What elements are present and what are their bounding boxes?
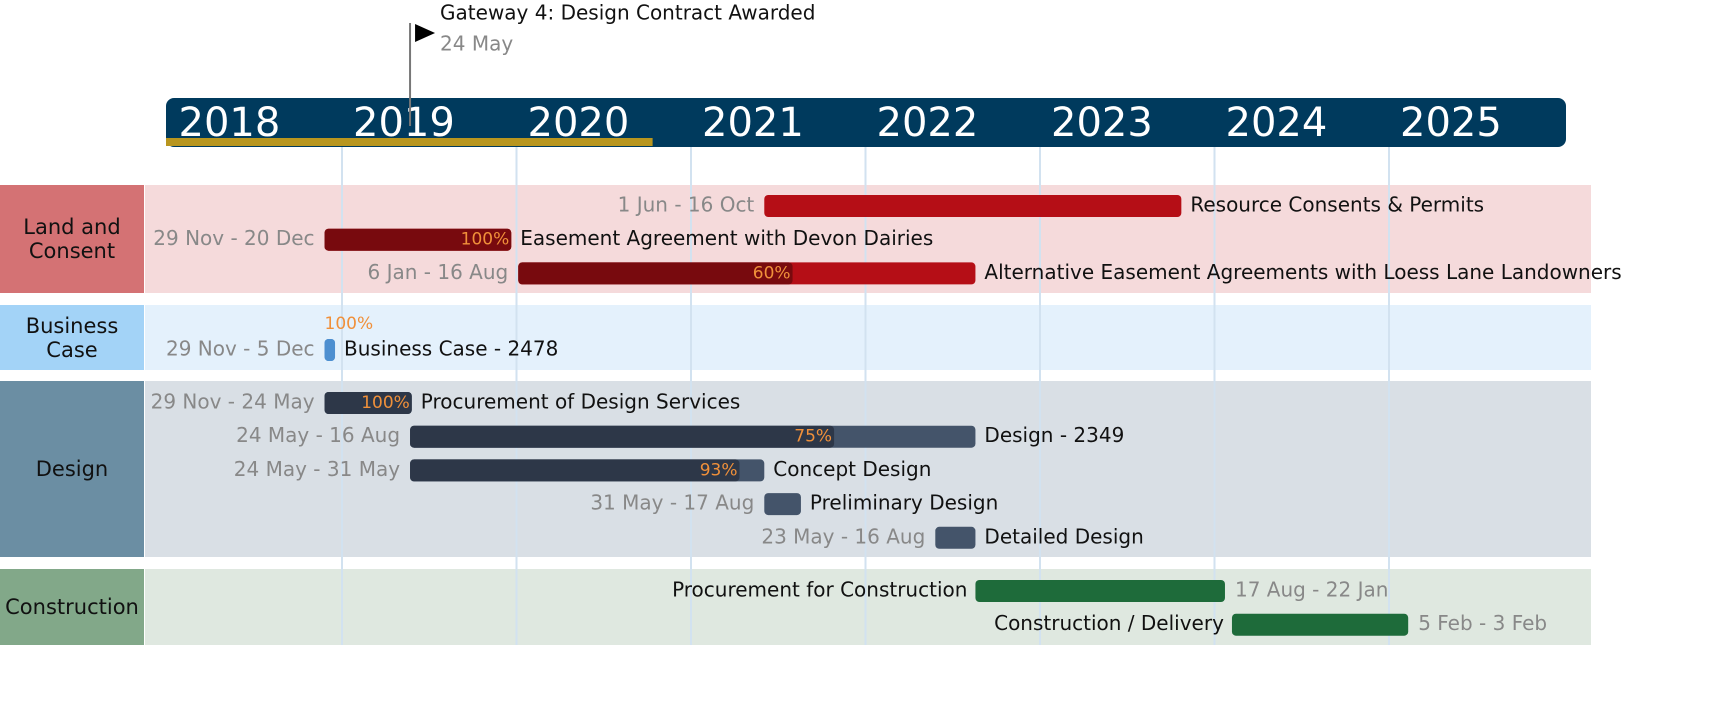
year-label: 2019	[353, 100, 455, 146]
task-dates: 29 Nov - 5 Dec	[166, 337, 315, 361]
group-label: Design	[0, 381, 144, 557]
progress-label: 100%	[325, 314, 374, 334]
task-name: Concept Design	[773, 457, 931, 481]
task-progress	[410, 425, 835, 448]
year-label: 2025	[1400, 100, 1502, 146]
task-dates: 17 Aug - 22 Jan	[1235, 578, 1388, 602]
task-dates: 29 Nov - 24 May	[151, 390, 315, 414]
task-dates: 31 May - 17 Aug	[590, 491, 754, 515]
task-progress	[324, 392, 412, 414]
task-dates: 24 May - 31 May	[234, 457, 400, 481]
task-dates: 24 May - 16 Aug	[236, 423, 400, 447]
progress-label: 75%	[794, 427, 832, 447]
task-progress	[324, 339, 336, 361]
progress-label: 100%	[361, 393, 410, 413]
milestone-date: 24 May	[440, 32, 513, 56]
task-name: Procurement of Design Services	[421, 390, 741, 414]
task-name: Alternative Easement Agreements with Loe…	[984, 260, 1621, 284]
year-label: 2021	[702, 100, 804, 146]
task-progress	[518, 262, 793, 285]
task-bar	[764, 195, 1182, 217]
milestone-flag	[415, 24, 436, 42]
task-progress	[410, 459, 740, 482]
group-label: Land and Consent	[0, 185, 144, 293]
task-name: Detailed Design	[984, 524, 1143, 548]
task-name: Design - 2349	[984, 423, 1124, 447]
progress-label: 93%	[700, 460, 738, 480]
task-name: Procurement for Construction	[672, 578, 967, 602]
task-dates: 23 May - 16 Aug	[761, 524, 925, 548]
task-bar	[1231, 613, 1409, 636]
group-label: Business Case	[0, 305, 144, 370]
elapsed-bar	[166, 138, 653, 146]
task-name: Business Case - 2478	[344, 337, 558, 361]
year-label: 2022	[877, 100, 979, 146]
task-bar	[975, 580, 1225, 602]
group-label: Construction	[0, 569, 144, 645]
year-label: 2023	[1051, 100, 1153, 146]
timeline-header	[166, 98, 1566, 147]
task-dates: 5 Feb - 3 Feb	[1418, 611, 1547, 635]
task-bar	[764, 493, 801, 516]
task-dates: 1 Jun - 16 Oct	[618, 193, 755, 217]
task-name: Easement Agreement with Devon Dairies	[520, 226, 933, 250]
task-name: Preliminary Design	[810, 491, 998, 515]
progress-label: 60%	[753, 263, 791, 283]
task-dates: 6 Jan - 16 Aug	[368, 260, 509, 284]
year-label: 2020	[528, 100, 630, 146]
task-name: Construction / Delivery	[994, 611, 1224, 635]
task-bar	[935, 526, 976, 549]
progress-label: 100%	[461, 230, 510, 250]
task-dates: 29 Nov - 20 Dec	[153, 226, 314, 250]
task-name: Resource Consents & Permits	[1190, 193, 1484, 217]
year-label: 2018	[179, 100, 281, 146]
group-band	[145, 305, 1591, 370]
task-progress	[324, 228, 512, 251]
year-label: 2024	[1226, 100, 1328, 146]
milestone-name: Gateway 4: Design Contract Awarded	[440, 1, 815, 25]
